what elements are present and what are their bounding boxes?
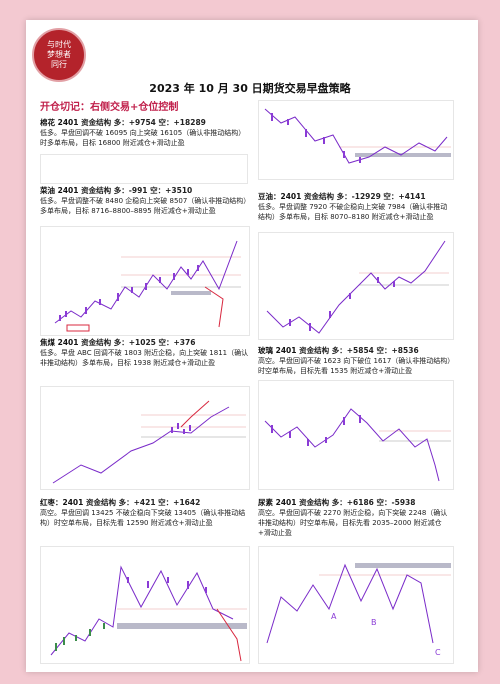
brand-logo: 与时代 梦想者 同行 — [32, 28, 86, 82]
section-urea: 尿素 2401 资金结构 多：+6186 空：-5938 高空。早盘回调不破 2… — [258, 498, 454, 538]
page-title: 2023 年 10 月 30 日期货交易早盘策略 — [149, 82, 351, 95]
cotton-chart — [40, 154, 248, 184]
strategy-text: 低多。早盘调整不破 8480 企稳向上突破 8507（确认非推动结构）多单布局，… — [40, 197, 247, 215]
dates-chart — [40, 546, 250, 664]
subtitle: 开仓切记：右侧交易+仓位控制 — [40, 102, 179, 113]
urea-chart: A B C — [258, 546, 454, 664]
fund-flow: 资金结构 多：+9754 空：+18289 — [81, 118, 206, 127]
section-title: 菜油 2401 — [40, 186, 79, 195]
section-title: 棉花 2401 — [40, 118, 79, 127]
soyoil-chart — [258, 232, 454, 340]
fund-flow: 资金结构 多：+1025 空：+376 — [81, 338, 196, 347]
section-title: 焦煤 2401 — [40, 338, 79, 347]
section-title: 豆油：2401 — [258, 192, 302, 201]
fund-flow: 资金结构 多：-991 空：+3510 — [81, 186, 193, 195]
glass-chart — [258, 380, 454, 490]
cotton-chart-right — [258, 100, 454, 180]
section-dates: 红枣：2401 资金结构 多：+421 空：+1642 高空。早盘回调 1342… — [40, 498, 250, 528]
section-cotton: 棉花 2401 资金结构 多：+9754 空：+18289 低多。早盘回调不破 … — [40, 118, 250, 148]
section-soyoil: 豆油：2401 资金结构 多：-12929 空：+4141 低多。早盘调整 79… — [258, 192, 454, 222]
wave-label-c: C — [435, 648, 441, 657]
section-coke: 焦煤 2401 资金结构 多：+1025 空：+376 低多。早盘 ABC 回调… — [40, 338, 250, 368]
strategy-text: 高空。早盘回调 13425 不破企稳向下突破 13405（确认非推动结构）时空单… — [40, 509, 246, 527]
fund-flow: 资金结构 多：+421 空：+1642 — [86, 498, 201, 507]
wave-label-a: A — [331, 612, 337, 621]
fund-flow: 资金结构 多：-12929 空：+4141 — [304, 192, 426, 201]
strategy-text: 高空。早盘回调不破 1623 向下破位 1617（确认非推动结构）时空单布局，目… — [258, 357, 451, 375]
section-title: 红枣：2401 — [40, 498, 84, 507]
section-title: 尿素 2401 — [258, 498, 297, 507]
coke-chart — [40, 386, 250, 490]
strategy-text: 低多。早盘调整 7920 不破企稳向上突破 7984（确认非推动结构）多单布局，… — [258, 203, 448, 221]
section-glass: 玻璃 2401 资金结构 多：+5854 空：+8536 高空。早盘回调不破 1… — [258, 346, 454, 376]
fund-flow: 资金结构 多：+5854 空：+8536 — [299, 346, 419, 355]
strategy-text: 高空。早盘回调不破 2270 附近企稳，向下突破 2248（确认非推动结构）时空… — [258, 509, 448, 537]
fund-flow: 资金结构 多：+6186 空：-5938 — [299, 498, 416, 507]
rapeseed-chart — [40, 226, 250, 336]
strategy-text: 低多。早盘回调不破 16095 向上突破 16105（确认非推动结构）时多单布局… — [40, 129, 246, 147]
strategy-text: 低多。早盘 ABC 回调不破 1803 附近企稳，向上突破 1811（确认非推动… — [40, 349, 249, 367]
wave-label-b: B — [371, 618, 377, 627]
section-title: 玻璃 2401 — [258, 346, 297, 355]
section-rapeseed: 菜油 2401 资金结构 多：-991 空：+3510 低多。早盘调整不破 84… — [40, 186, 250, 216]
